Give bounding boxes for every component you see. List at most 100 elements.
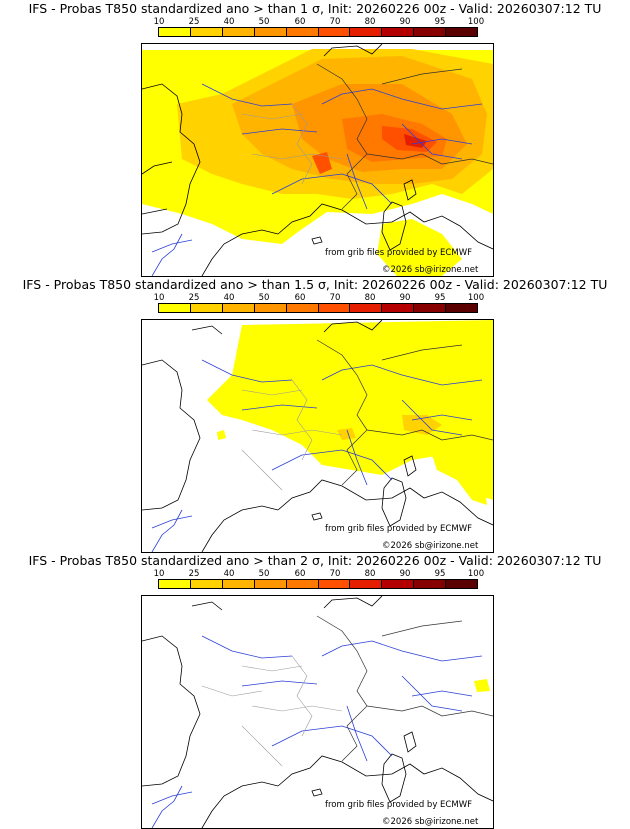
colorbar-tick-label: 50 <box>258 569 270 579</box>
panel-title: IFS - Probas T850 standardized ano > tha… <box>22 277 608 292</box>
colorbar-tick-label: 40 <box>223 17 235 27</box>
colorbar-tick-label: 50 <box>258 293 270 303</box>
colorbar-tick-label: 90 <box>399 569 411 579</box>
colorbar-segment <box>190 304 223 312</box>
country-border <box>316 339 493 486</box>
colorbar-tick-label: 25 <box>188 17 200 27</box>
colorbar-segment <box>222 580 255 588</box>
colorbar-segment <box>190 28 223 36</box>
colorbar-tick-label: 90 <box>399 293 411 303</box>
colorbar-tick-label: 70 <box>329 17 341 27</box>
colorbar-segment <box>318 304 351 312</box>
country-border <box>316 63 493 210</box>
colorbar-segment <box>286 304 319 312</box>
country-border <box>316 615 493 762</box>
colorbar-tick-label: 25 <box>188 293 200 303</box>
colorbar-tick-label: 100 <box>467 293 485 303</box>
colorbar-tick-label: 10 <box>153 569 165 579</box>
prob-area-80 <box>404 134 427 148</box>
colorbar-labels: 10 25 40 50 60 70 80 90 95 100 <box>142 293 492 303</box>
colorbar-segment <box>159 304 191 312</box>
colorbar-tick-label: 100 <box>467 569 485 579</box>
prob-area-25 <box>337 428 356 440</box>
panel-title: IFS - Probas T850 standardized ano > tha… <box>28 553 602 568</box>
colorbar-segment <box>190 580 223 588</box>
colorbar <box>158 27 478 37</box>
colorbar-segment <box>446 304 478 312</box>
colorbar-tick-label: 40 <box>223 293 235 303</box>
coastline <box>142 320 493 552</box>
colorbar-segment <box>382 304 415 312</box>
colorbar-labels: 10 25 40 50 60 70 80 90 95 100 <box>142 17 492 27</box>
colorbar-segment <box>382 28 415 36</box>
colorbar-segment <box>414 304 447 312</box>
colorbar-segment <box>254 28 287 36</box>
colorbar-tick-label: 80 <box>364 293 376 303</box>
colorbar-tick-label: 60 <box>294 569 306 579</box>
river <box>151 359 483 552</box>
colorbar-tick-label: 95 <box>434 293 446 303</box>
map-panel-3: IFS - Probas T850 standardized ano > tha… <box>0 552 630 829</box>
colorbar-tick-label: 40 <box>223 569 235 579</box>
colorbar-tick-label: 95 <box>434 569 446 579</box>
colorbar-segment <box>286 580 319 588</box>
probability-map: from grib files provided by ECMWF ©2026 … <box>141 319 494 553</box>
credit-source: from grib files provided by ECMWF <box>325 248 472 258</box>
colorbar-tick-label: 10 <box>153 293 165 303</box>
colorbar-segment <box>382 580 415 588</box>
credit-copyright: ©2026 sb@irizone.net <box>382 541 479 551</box>
colorbar-segment <box>414 580 447 588</box>
credit-source: from grib files provided by ECMWF <box>325 800 472 810</box>
colorbar-tick-label: 60 <box>294 293 306 303</box>
probability-map: from grib files provided by ECMWF ©2026 … <box>141 595 494 829</box>
region-border <box>241 103 343 185</box>
map-panel-2: IFS - Probas T850 standardized ano > tha… <box>0 276 630 553</box>
prob-area-10 <box>377 219 462 276</box>
probability-map: from grib files provided by ECMWF ©2026 … <box>141 43 494 277</box>
colorbar-tick-label: 10 <box>153 17 165 27</box>
colorbar-segment <box>159 580 191 588</box>
prob-area-10 <box>474 679 490 692</box>
prob-area-10 <box>427 440 487 505</box>
colorbar-tick-label: 100 <box>467 17 485 27</box>
colorbar-tick-label: 95 <box>434 17 446 27</box>
colorbar-segment <box>446 28 478 36</box>
colorbar-tick-label: 60 <box>294 17 306 27</box>
river <box>151 635 483 828</box>
colorbar-tick-label: 80 <box>364 569 376 579</box>
credit-copyright: ©2026 sb@irizone.net <box>382 817 479 827</box>
credit-copyright: ©2026 sb@irizone.net <box>382 265 479 275</box>
colorbar-segment <box>286 28 319 36</box>
coastline <box>142 596 493 828</box>
colorbar-tick-label: 70 <box>329 293 341 303</box>
colorbar-tick-label: 25 <box>188 569 200 579</box>
colorbar-segment <box>350 580 383 588</box>
colorbar-tick-label: 50 <box>258 17 270 27</box>
colorbar-segment <box>254 304 287 312</box>
colorbar-segment <box>350 304 383 312</box>
map-panel-1: IFS - Probas T850 standardized ano > tha… <box>0 0 630 277</box>
river <box>151 83 483 276</box>
colorbar-segment <box>446 580 478 588</box>
colorbar-segment <box>222 28 255 36</box>
colorbar-labels: 10 25 40 50 60 70 80 90 95 100 <box>142 569 492 579</box>
prob-area-10 <box>207 320 493 500</box>
colorbar-segment <box>318 28 351 36</box>
colorbar-segment <box>350 28 383 36</box>
colorbar-segment <box>159 28 191 36</box>
colorbar-segment <box>414 28 447 36</box>
coastline <box>142 44 493 276</box>
credit-source: from grib files provided by ECMWF <box>325 524 472 534</box>
prob-area-10 <box>217 430 226 440</box>
region-border <box>241 379 343 491</box>
colorbar-segment <box>254 580 287 588</box>
panel-title: IFS - Probas T850 standardized ano > tha… <box>28 1 602 16</box>
region-border <box>201 655 343 767</box>
prob-area-70 <box>312 152 332 174</box>
colorbar <box>158 579 478 589</box>
colorbar-segment <box>222 304 255 312</box>
colorbar-tick-label: 90 <box>399 17 411 27</box>
colorbar-tick-label: 70 <box>329 569 341 579</box>
colorbar-tick-label: 80 <box>364 17 376 27</box>
colorbar-segment <box>318 580 351 588</box>
